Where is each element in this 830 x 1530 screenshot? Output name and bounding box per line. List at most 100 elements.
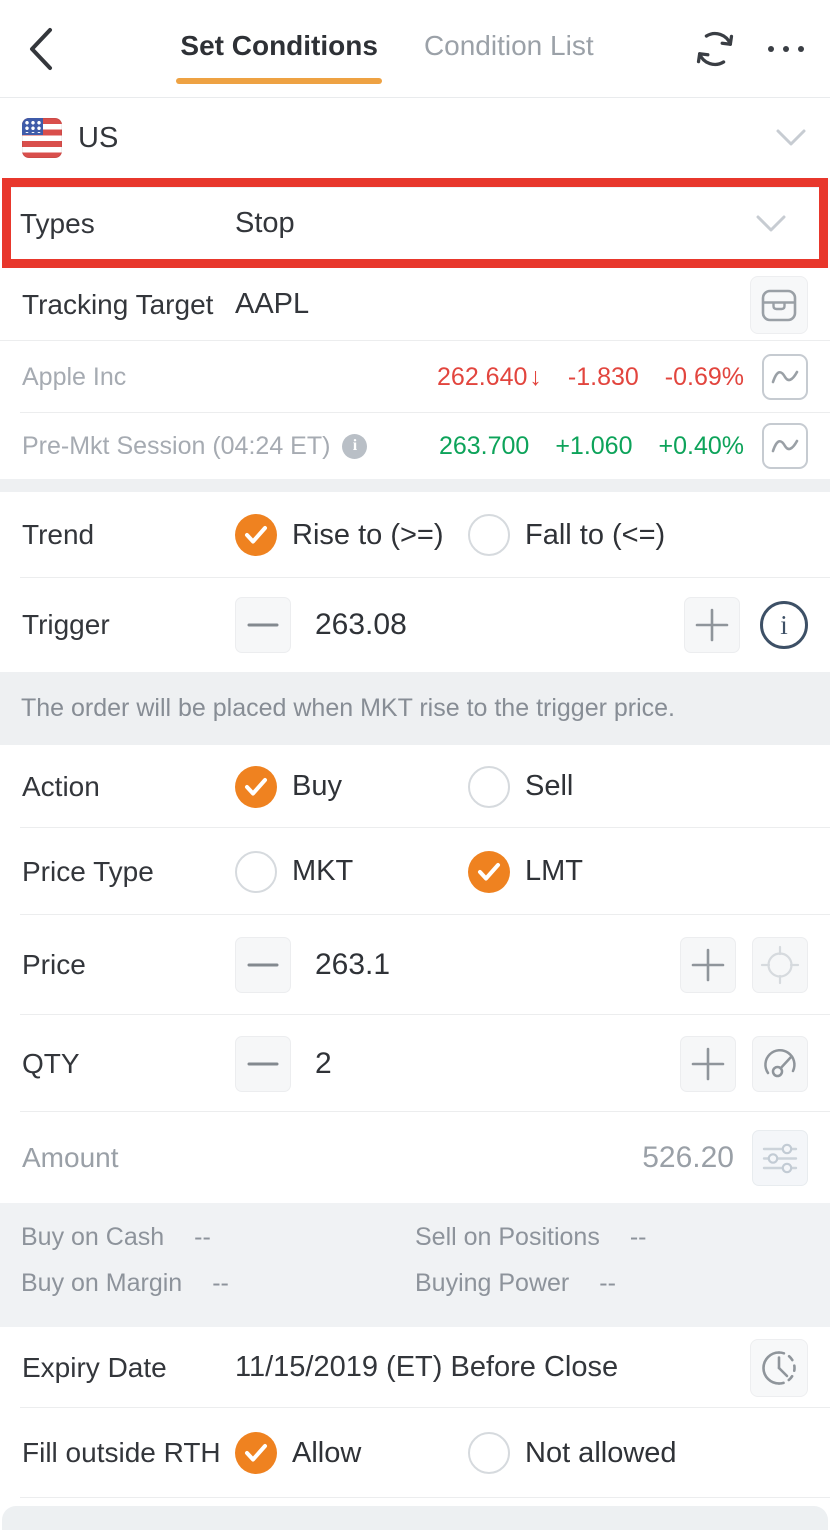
quote-values: 262.640↓ -1.830 -0.69% (437, 363, 744, 392)
action-options: Buy Sell (235, 765, 808, 808)
price-type-option-mkt[interactable]: MKT (235, 850, 468, 893)
more-options-icon[interactable] (767, 40, 804, 58)
stock-name: Apple Inc (22, 362, 127, 391)
us-flag-icon (22, 118, 62, 158)
qty-plus-button[interactable] (680, 1035, 736, 1092)
buy-on-margin: Buy on Margin -- (21, 1269, 229, 1297)
session-change-pct: +0.40% (658, 431, 745, 460)
session-quote-row: Pre-Mkt Session (04:24 ET) i 263.700 +1.… (0, 413, 830, 479)
header-actions (692, 26, 804, 72)
back-icon[interactable] (26, 24, 70, 74)
chart-button[interactable] (762, 354, 808, 400)
trigger-info-icon[interactable]: i (760, 601, 808, 649)
types-value: Stop (235, 207, 295, 239)
price-down-arrow-icon: ↓ (529, 362, 542, 391)
tracking-target-label: Tracking Target (22, 288, 214, 320)
change-target-button[interactable] (750, 275, 808, 334)
session-info-icon[interactable]: i (342, 433, 368, 459)
session-values: 263.700 +1.060 +0.40% (439, 432, 744, 461)
chevron-down-icon (754, 213, 788, 235)
quote-row: Apple Inc 262.640↓ -1.830 -0.69% (0, 341, 830, 413)
expiry-clock-button[interactable] (750, 1338, 808, 1397)
rth-option-allow[interactable]: Allow (235, 1432, 468, 1474)
tracking-target-value: AAPL (235, 288, 310, 320)
trend-label: Trend (22, 519, 95, 550)
radio-icon (468, 765, 510, 808)
sell-on-positions: Sell on Positions -- (415, 1223, 647, 1251)
radio-icon (235, 514, 277, 556)
tab-set-conditions[interactable]: Set Conditions (176, 22, 382, 84)
action-option-sell[interactable]: Sell (468, 765, 574, 808)
trend-fall-label: Fall to (<=) (525, 518, 666, 551)
action-sell-label: Sell (525, 770, 574, 802)
buy-on-cash: Buy on Cash -- (21, 1223, 211, 1251)
price-type-lmt-label: LMT (525, 855, 583, 887)
radio-icon (235, 1432, 277, 1474)
refresh-icon[interactable] (692, 26, 738, 72)
types-selector[interactable]: Types Stop (11, 187, 819, 259)
session-label: Pre-Mkt Session (04:24 ET) i (22, 432, 368, 461)
session-change: +1.060 (555, 431, 633, 460)
bottom-gap (0, 1498, 830, 1506)
active-tab-underline (176, 77, 382, 84)
rth-options: Allow Not allowed (235, 1432, 808, 1474)
price-type-label: Price Type (22, 855, 154, 887)
types-label: Types (20, 207, 95, 239)
trend-option-fall[interactable]: Fall to (<=) (468, 514, 665, 556)
expiry-date-row: Expiry Date 11/15/2019 (ET) Before Close (0, 1327, 830, 1408)
chart-button[interactable] (762, 423, 808, 469)
qty-label: QTY (22, 1047, 80, 1079)
rth-option-not-allowed[interactable]: Not allowed (468, 1432, 677, 1474)
radio-icon (468, 1432, 510, 1474)
price-label: Price (22, 949, 86, 980)
qty-gauge-button[interactable] (752, 1035, 808, 1092)
price-type-mkt-label: MKT (292, 855, 354, 887)
radio-icon (468, 850, 510, 893)
trigger-plus-button[interactable] (684, 597, 740, 653)
trigger-value[interactable]: 263.08 (315, 608, 407, 641)
price-value[interactable]: 263.1 (315, 948, 391, 981)
price-row: Price 263.1 (0, 915, 830, 1015)
amount-value: 526.20 (642, 1140, 734, 1174)
tab-condition-list[interactable]: Condition List (422, 22, 596, 76)
price-type-option-lmt[interactable]: LMT (468, 850, 583, 893)
radio-icon (235, 765, 277, 808)
amount-label: Amount (22, 1141, 119, 1173)
market-selector[interactable]: US (0, 98, 830, 178)
trigger-label: Trigger (22, 609, 110, 640)
amount-row: Amount 526.20 (0, 1112, 830, 1203)
rth-not-allowed-label: Not allowed (525, 1436, 677, 1469)
action-row: Action Buy Sell (0, 745, 830, 828)
price-change: -1.830 (567, 362, 639, 391)
price-crosshair-button[interactable] (752, 937, 808, 993)
trend-row: Trend Rise to (>=) Fall to (<=) (0, 492, 830, 578)
rth-allow-label: Allow (292, 1436, 362, 1469)
next-section-edge (2, 1506, 828, 1530)
price-type-row: Price Type MKT LMT (0, 828, 830, 915)
session-price: 263.700 (438, 431, 530, 460)
tracking-target-row: Tracking Target AAPL (0, 268, 830, 341)
qty-minus-button[interactable] (235, 1035, 291, 1092)
tab-set-conditions-label: Set Conditions (180, 29, 378, 61)
trigger-row: Trigger 263.08 i (0, 578, 830, 672)
price-minus-button[interactable] (235, 937, 291, 993)
amount-sliders-button[interactable] (752, 1129, 808, 1186)
market-label: US (78, 121, 119, 154)
buying-power: Buying Power -- (415, 1269, 616, 1297)
action-option-buy[interactable]: Buy (235, 765, 468, 808)
expiry-date-label: Expiry Date (22, 1351, 167, 1383)
tab-condition-list-label: Condition List (423, 29, 594, 61)
price-type-options: MKT LMT (235, 850, 808, 893)
header-tabs: Set Conditions Condition List (176, 22, 596, 84)
rth-label: Fill outside RTH (22, 1437, 221, 1468)
trigger-minus-button[interactable] (235, 597, 291, 653)
trend-option-rise[interactable]: Rise to (>=) (235, 514, 468, 556)
qty-row: QTY 2 (0, 1015, 830, 1112)
trend-rise-label: Rise to (>=) (292, 518, 444, 551)
price-plus-button[interactable] (680, 937, 736, 993)
qty-value[interactable]: 2 (315, 1046, 332, 1080)
section-divider (0, 479, 830, 492)
rth-row: Fill outside RTH Allow Not allowed (0, 1408, 830, 1498)
header: Set Conditions Condition List (0, 0, 830, 98)
expiry-date-value: 11/15/2019 (ET) Before Close (235, 1351, 619, 1383)
